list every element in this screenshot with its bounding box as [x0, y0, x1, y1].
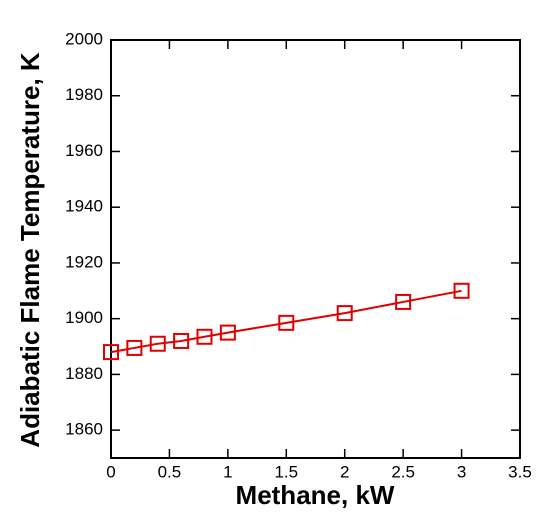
x-tick-label: 1 — [223, 462, 232, 481]
x-tick-label: 0.5 — [158, 462, 182, 481]
data-marker — [149, 335, 166, 352]
y-tick-label: 1920 — [65, 252, 103, 271]
data-marker — [336, 305, 353, 322]
x-tick-label: 3 — [457, 462, 466, 481]
x-tick-label: 1.5 — [274, 462, 298, 481]
x-tick-label: 3.5 — [508, 462, 532, 481]
data-marker — [219, 324, 236, 341]
data-marker — [453, 282, 470, 299]
data-marker — [196, 328, 213, 345]
y-tick-label: 1900 — [65, 308, 103, 327]
y-axis-title: Adiabatic Flame Temperature, K — [15, 52, 45, 448]
plot-frame — [110, 39, 521, 459]
x-tick-label: 2.5 — [391, 462, 415, 481]
data-marker — [173, 332, 190, 349]
y-tick-label: 1960 — [65, 141, 103, 160]
x-tick-label: 0 — [106, 462, 115, 481]
y-tick-label: 2000 — [65, 29, 103, 48]
data-marker — [103, 344, 119, 361]
y-tick-label: 1940 — [65, 197, 103, 216]
y-tick-label: 1880 — [65, 364, 103, 383]
data-marker — [395, 293, 412, 310]
y-tick-label: 1860 — [65, 420, 103, 439]
x-tick-label: 2 — [340, 462, 349, 481]
data-line — [110, 289, 462, 354]
x-axis-title: Methane, kW — [236, 480, 395, 510]
data-marker — [126, 339, 143, 356]
y-tick-label: 1980 — [65, 85, 103, 104]
data-marker — [278, 314, 295, 331]
